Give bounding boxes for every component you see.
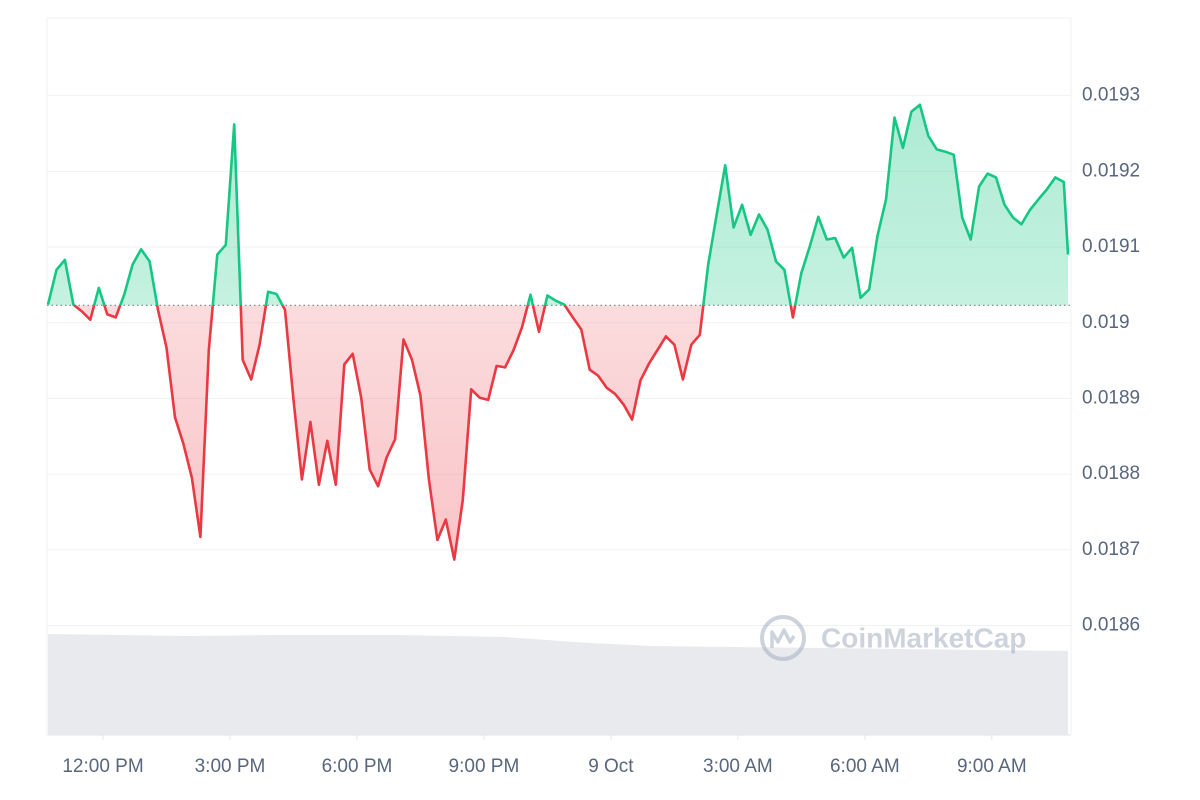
- x-tick-label: 6:00 AM: [830, 756, 900, 777]
- watermark-logo: [760, 615, 806, 661]
- grid-layer: 0.0186 0.0187 0.0188 0.0189 0.019 0.0191 0.019…: [47, 85, 1140, 777]
- x-tick-label: 9:00 AM: [957, 756, 1027, 777]
- y-tick-label: 0.019: [1082, 312, 1130, 333]
- y-tick-label: 0.0192: [1082, 160, 1140, 181]
- y-tick-label: 0.0186: [1082, 614, 1140, 635]
- plot-layer: [46, 103, 1070, 561]
- price-line-up: [46, 103, 1070, 306]
- volume-area: [48, 634, 1068, 735]
- area-down: [74, 305, 796, 560]
- watermark-text: CoinMarketCap: [821, 622, 1026, 653]
- y-tick-label: 0.0191: [1082, 236, 1140, 257]
- x-tick-label: 12:00 PM: [62, 756, 143, 777]
- x-tick-label: 9 Oct: [588, 756, 634, 777]
- y-tick-label: 0.0188: [1082, 463, 1140, 484]
- x-tick-label: 3:00 PM: [195, 756, 266, 777]
- y-tick-label: 0.0193: [1082, 85, 1140, 106]
- watermark: CoinMarketCap: [760, 615, 1026, 661]
- x-tick-label: 9:00 PM: [449, 756, 520, 777]
- y-tick-label: 0.0189: [1082, 387, 1140, 408]
- area-up: [48, 104, 1068, 306]
- x-tick-label: 6:00 PM: [322, 756, 393, 777]
- volume-layer: [48, 634, 1068, 735]
- watermark-logo-mark: [770, 628, 796, 648]
- y-tick-label: 0.0187: [1082, 539, 1140, 560]
- x-tick-label: 3:00 AM: [703, 756, 773, 777]
